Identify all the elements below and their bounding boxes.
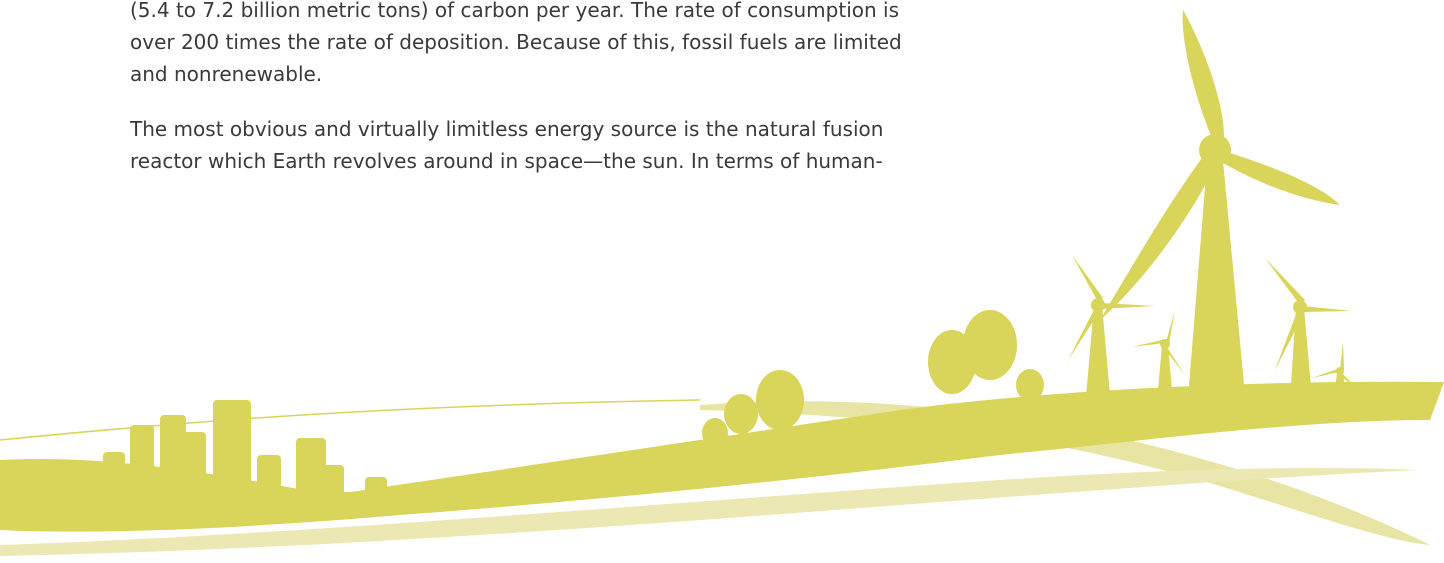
text-line: The most obvious and virtually limitless… bbox=[130, 117, 884, 141]
paragraph: (5.4 to 7.2 billion metric tons) of carb… bbox=[130, 0, 902, 90]
building bbox=[160, 415, 186, 505]
text-line: and nonrenewable. bbox=[130, 62, 323, 86]
building bbox=[322, 465, 344, 507]
building bbox=[257, 455, 281, 505]
tree bbox=[756, 370, 804, 430]
turbine-blade bbox=[1182, 10, 1225, 145]
building bbox=[130, 425, 154, 505]
turbine-blade bbox=[1215, 150, 1340, 205]
turbine-tower bbox=[1188, 150, 1245, 398]
light-wave-bottom bbox=[0, 468, 1420, 556]
small-turbine bbox=[1132, 310, 1185, 390]
small-turbine bbox=[1068, 255, 1155, 397]
tree bbox=[724, 394, 758, 434]
building bbox=[296, 438, 326, 506]
small-turbine bbox=[1312, 342, 1358, 408]
text-line: (5.4 to 7.2 billion metric tons) of carb… bbox=[130, 0, 900, 22]
building bbox=[342, 492, 360, 507]
building bbox=[103, 452, 125, 502]
text-line: reactor which Earth revolves around in s… bbox=[130, 149, 883, 173]
building bbox=[182, 432, 206, 504]
building bbox=[213, 400, 251, 505]
tree bbox=[702, 418, 728, 448]
text-line: over 200 times the rate of deposition. B… bbox=[130, 30, 902, 54]
building bbox=[365, 477, 387, 507]
main-wave bbox=[0, 381, 1444, 532]
tree bbox=[963, 310, 1017, 380]
small-turbine bbox=[1265, 258, 1352, 400]
body-text: (5.4 to 7.2 billion metric tons) of carb… bbox=[130, 0, 902, 200]
tree bbox=[1016, 369, 1044, 401]
turbine-hub bbox=[1199, 134, 1231, 166]
paragraph: The most obvious and virtually limitless… bbox=[130, 113, 884, 177]
thin-wave bbox=[0, 399, 701, 441]
turbine-blade bbox=[1100, 150, 1218, 320]
